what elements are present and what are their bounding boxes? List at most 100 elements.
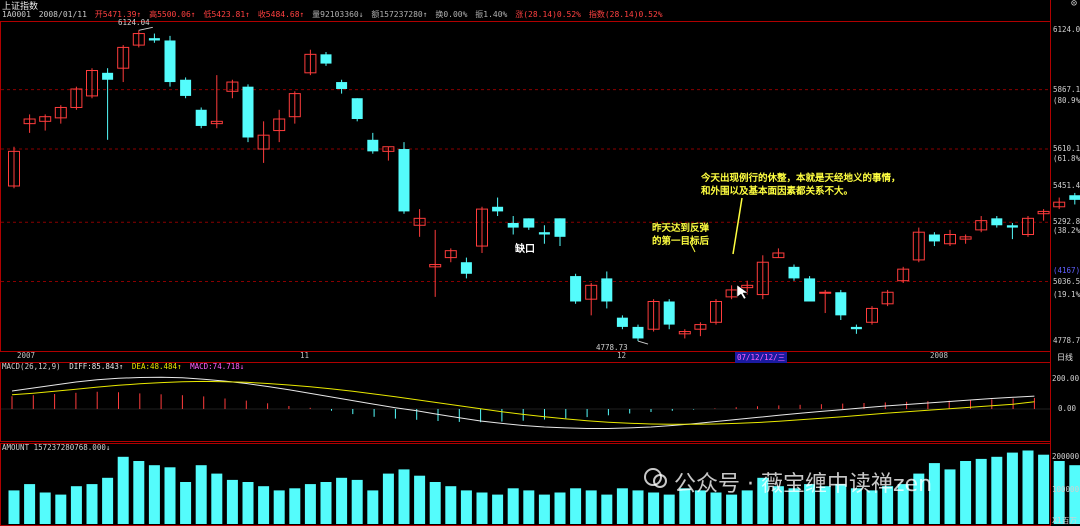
window-title: 上证指数 [2,2,39,12]
candle-body-up [382,146,395,152]
amount-bar [804,484,816,524]
chart-settings-icon[interactable]: ⊙ [1070,0,1077,9]
peak-label: 6124.04 [118,18,150,27]
peak-pointer [138,26,153,31]
candle-body-down [367,139,379,152]
candle-body-up [210,120,223,125]
trough-pointer [637,340,649,345]
amount-bar [476,492,488,524]
amount-bar [336,477,348,524]
amount-bar [180,482,192,524]
cursor-date-label: 07/12/12/三 [735,352,788,363]
amount-axis-200000: 200000 [1052,452,1080,461]
amount-bar [991,456,1003,524]
price-axis-label: (4167) [1053,266,1080,276]
candle-body-down [336,82,348,89]
amount-bar [8,490,20,524]
candle-body-up [756,261,769,296]
amplitude-value: 振1.40% [475,10,508,19]
index-change-value: 指数(28.14)0.52% [588,10,663,19]
candle-body-down [991,218,1003,226]
title-bar: 上证指数 ⊙ [0,0,1080,12]
candle-body-down [663,301,675,325]
candle-body-up [444,250,457,259]
candle-body-up [1022,217,1034,236]
amount-bar [273,490,285,524]
candle-body-up [585,284,598,300]
candle-body-down [148,38,160,41]
amount-bar [429,482,441,524]
candle-body-down [180,79,192,96]
price-axis-label: 5292.8 [1053,217,1080,227]
candle-body-up [86,70,98,97]
candle-body-down [788,266,800,279]
candle-body-down [601,278,613,302]
candle-body-up [710,300,722,323]
candle-body-up [678,331,691,335]
amount-bar [148,465,160,524]
candle-body-down [850,326,862,330]
amount-bar [694,490,706,524]
change-value: 涨(28.14)0.52% [515,10,581,19]
amount-bar [928,463,940,524]
open-price: 开5471.39↑ [94,10,142,19]
candle-body-down [242,86,254,138]
candle-body-down [351,98,363,120]
amount-bar [102,477,114,524]
macd-axis-200: 200.00 [1052,374,1080,383]
macd-dea-line [11,380,1035,425]
amount-bar [507,488,519,524]
watermark-text: 公众号 · 薇宝缠中读禅zen [674,472,933,497]
amount-bar [679,488,691,524]
turnover-value: 换0.00% [435,10,468,19]
candle-body-up [304,53,317,74]
date-label-2007: 2007 [17,351,36,360]
candle-body-up [912,231,925,261]
amount-bar [1006,452,1018,524]
amount-bar [835,484,847,524]
candle-body-down [554,218,566,237]
candle-body-down [538,232,550,235]
amount-bar [601,494,613,524]
amount-bar [414,475,426,524]
amount-bar [913,473,925,524]
amount-unit: X1百万 [1052,516,1077,525]
candle-body-down [164,40,176,83]
candle-body-down [398,149,410,212]
amount-bar [866,490,878,524]
candle-body-up [1053,201,1066,208]
date-label-nov: 11 [300,351,310,360]
period-selector[interactable]: 日线 [1057,353,1073,362]
candle-body-up [959,236,972,240]
candle-body-up [70,88,83,108]
price-axis-label: 6124.0 [1053,25,1080,35]
rebound-note: 昨天达到反弹 的第一目标后 [652,222,709,248]
candle-body-down [1006,225,1018,228]
macd-diff: DIFF:85.843↑ [69,362,124,371]
candle-body-up [23,118,36,125]
candle-body-up [975,220,988,231]
amount-bar [39,492,51,524]
amount-value: 额157237280↑ [371,10,428,19]
price-axis-label: 5867.1 [1053,84,1080,94]
amount-bar [663,494,675,524]
amount-bar [1053,461,1065,524]
candle-body-down [1069,195,1080,200]
amount-bar [882,486,894,524]
amount-bar [164,467,176,524]
candle-body-up [226,81,239,92]
candle-body-up [944,234,956,245]
price-axis-label: (61.8%) [1053,154,1080,164]
candle-body-down [632,326,644,339]
macd-name: MACD(26,12,9) [2,362,61,371]
amount-bar [55,494,67,524]
candle-body-down [616,317,628,327]
amount-bar [726,494,738,524]
candle-body-up [288,93,301,118]
candle-body-up [429,264,442,268]
rebound-note-line-2: 的第一目标后 [652,236,710,247]
candle-body-up [39,116,52,122]
amount-bar [289,488,301,524]
